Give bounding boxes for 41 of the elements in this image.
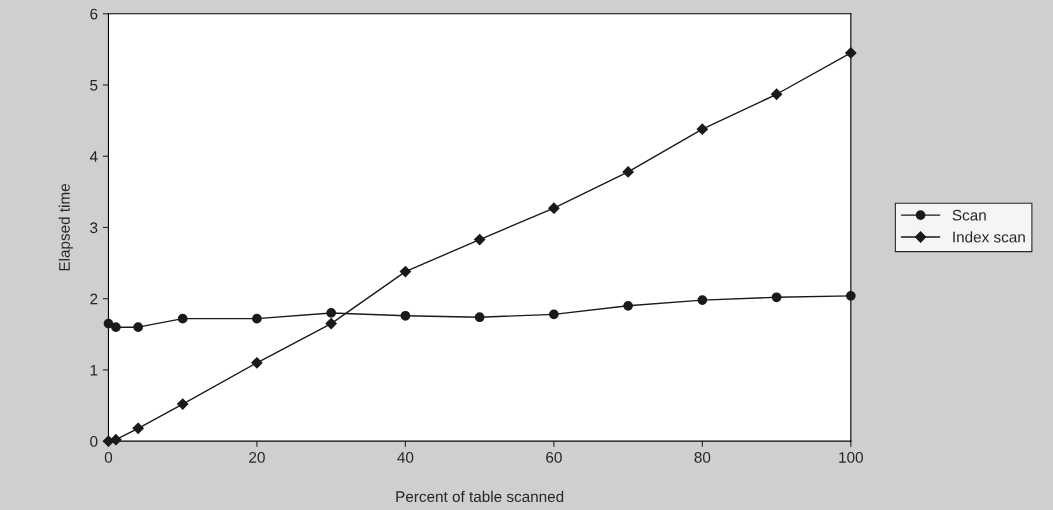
point [549,309,559,320]
x-tick-label: 60 [546,451,562,463]
y-tick-label: 6 [90,8,98,20]
point [177,398,189,410]
y-tick-label: 0 [90,436,98,447]
point [622,166,634,178]
point [771,292,782,303]
y-tick-label: 2 [90,293,98,305]
legend-label: Index scan [953,231,1025,243]
y-tick-label: 4 [89,151,98,162]
point [400,310,411,321]
x-tick-label: 80 [694,451,711,463]
point [845,47,857,59]
point [548,202,560,214]
point [133,322,144,333]
legend-label: Scan [952,209,986,221]
point [697,295,708,305]
y-axis-title: Elapsed time [58,183,73,271]
x-tick-label: 0 [104,451,113,463]
point [177,313,188,324]
point [326,308,337,318]
x-tick-label: 20 [249,451,265,463]
point [399,266,412,278]
point [474,233,486,246]
y-tick-label: 1 [90,364,98,376]
point [623,300,633,311]
point [111,322,121,333]
x-tick-label: 100 [839,451,863,463]
point [325,318,337,330]
x-tick-label: 40 [397,451,414,463]
point [252,313,262,324]
x-axis-title: Percent of table scanned [396,490,564,503]
y-tick-label: 3 [90,222,98,234]
point [110,434,122,446]
point [474,312,485,323]
point [845,290,856,301]
point [132,422,144,434]
y-tick-label: 5 [90,80,98,91]
point [251,357,263,369]
point [770,88,783,100]
point [696,123,708,135]
